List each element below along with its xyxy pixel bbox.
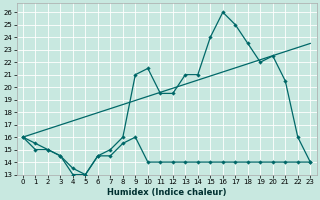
X-axis label: Humidex (Indice chaleur): Humidex (Indice chaleur) [107, 188, 226, 197]
